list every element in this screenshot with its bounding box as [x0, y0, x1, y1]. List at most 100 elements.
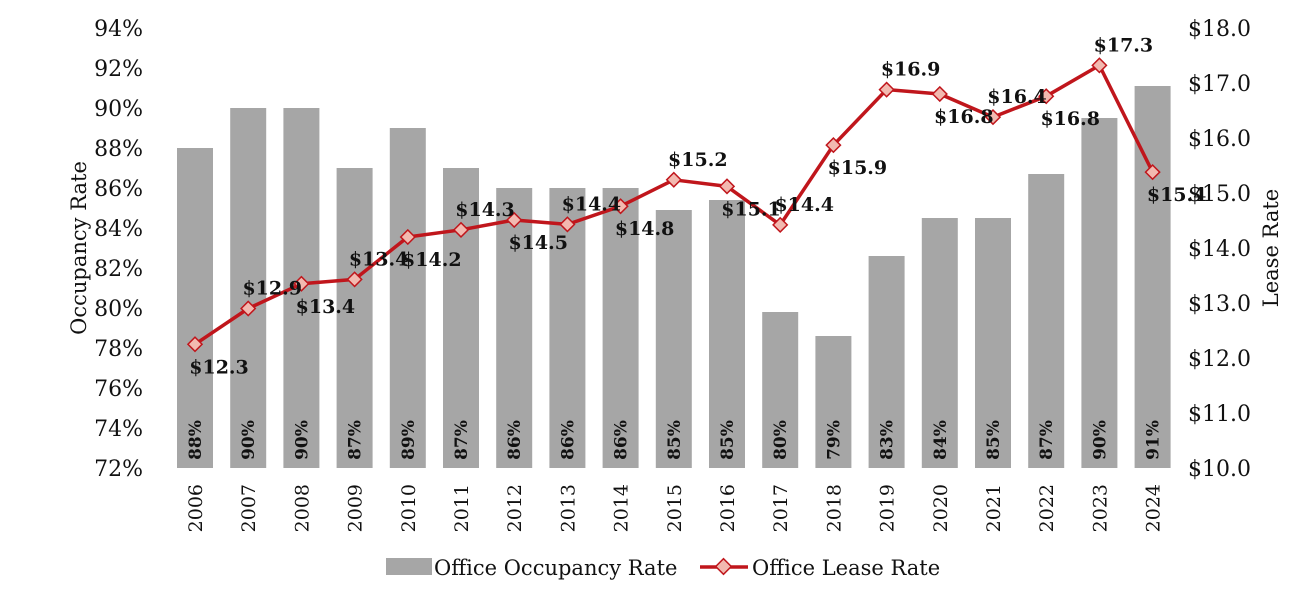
left-y-axis-title: Occupancy Rate — [67, 161, 91, 335]
lease-rate-marker — [452, 221, 470, 238]
lease-rate-marker — [931, 85, 948, 103]
left-y-tick-label: 94% — [94, 17, 143, 42]
lease-rate-label: $17.3 — [1094, 34, 1154, 56]
x-tick-label: 2009 — [345, 484, 367, 532]
right-y-tick-label: $15.0 — [1188, 182, 1251, 207]
occupancy-bar — [1081, 118, 1118, 468]
occupancy-bar-label: 86% — [612, 420, 632, 460]
x-tick-label: 2014 — [611, 484, 633, 532]
lease-rate-line — [186, 57, 1161, 353]
lease-rate-marker — [718, 178, 736, 195]
left-y-tick-label: 74% — [94, 417, 143, 442]
lease-rate-marker — [346, 271, 363, 288]
lease-rate-marker — [1144, 163, 1161, 181]
x-tick-label: 2007 — [238, 484, 260, 532]
x-tick-label: 2024 — [1143, 484, 1165, 532]
x-tick-label: 2015 — [664, 484, 686, 532]
left-y-tick-label: 90% — [94, 97, 143, 122]
occupancy-bar-label: 89% — [399, 420, 419, 460]
right-y-tick-label: $14.0 — [1188, 237, 1251, 262]
occupancy-bar-label: 87% — [1037, 420, 1057, 460]
lease-rate-marker — [240, 300, 257, 317]
x-tick-label: 2017 — [770, 484, 792, 532]
lease-rate-marker — [612, 198, 629, 215]
occupancy-bar-label: 86% — [505, 420, 525, 460]
legend-line-marker — [714, 557, 733, 576]
lease-rate-label: $13.4 — [296, 296, 356, 318]
lease-rate-label: $15.9 — [828, 157, 888, 179]
x-tick-label: 2023 — [1089, 484, 1111, 532]
occupancy-bar-label: 80% — [771, 420, 791, 460]
lease-rate-label: $15.2 — [668, 149, 728, 171]
lease-rate-label: $16.8 — [934, 106, 994, 128]
occupancy-bar — [496, 188, 533, 468]
left-y-tick-label: 86% — [94, 177, 143, 202]
x-axis-ticks: 2006 2007 2008 2009 2010 2011 2012 2013 2014 2015… — [185, 484, 1165, 532]
x-tick-label: 2011 — [451, 484, 473, 532]
legend-occupancy-label: Office Occupancy Rate — [434, 556, 677, 580]
x-tick-label: 2006 — [185, 484, 207, 532]
lease-rate-marker — [665, 171, 682, 188]
lease-rate-label: $14.4 — [774, 194, 834, 216]
x-tick-label: 2012 — [504, 484, 526, 532]
lease-rate-marker — [293, 275, 310, 292]
lease-rate-label: $14.5 — [508, 232, 568, 254]
lease-rate-label: $15.4 — [1147, 184, 1207, 206]
occupancy-bar — [443, 168, 479, 468]
occupancy-bar-label: 85% — [984, 420, 1004, 460]
occupancy-bar-labels: 88% 90% 90% 87% 89% 87% 86% 86% 86% 85% 85% 80% 79% 8… — [186, 420, 1164, 460]
right-y-axis: $10.0 $11.0 $12.0 $13.0 $14.0 $15.0 $16.0 $17.0… — [1188, 17, 1251, 482]
occupancy-bar-label: 91% — [1144, 420, 1164, 460]
x-tick-label: 2022 — [1036, 484, 1058, 532]
occupancy-bar — [177, 148, 213, 468]
occupancy-bar — [1028, 174, 1065, 468]
right-y-tick-label: $16.0 — [1188, 127, 1251, 152]
lease-rate-label: $12.9 — [242, 278, 302, 300]
lease-rate-label: $16.9 — [881, 59, 941, 81]
left-y-tick-label: 84% — [94, 217, 143, 242]
left-y-tick-label: 76% — [94, 377, 143, 402]
lease-rate-marker — [559, 216, 576, 233]
lease-rate-marker — [399, 228, 416, 246]
lease-rate-label: $14.2 — [402, 249, 462, 271]
lease-rate-marker — [506, 211, 523, 229]
lease-rate-label: $14.4 — [562, 193, 622, 215]
left-y-tick-label: 78% — [94, 337, 143, 362]
x-tick-label: 2010 — [398, 484, 420, 532]
occupancy-bar-label: 83% — [878, 420, 898, 460]
lease-rate-marker — [1038, 88, 1055, 105]
right-y-tick-label: $18.0 — [1188, 17, 1251, 42]
occupancy-bar — [868, 256, 905, 468]
x-tick-label: 2021 — [983, 484, 1005, 532]
occupancy-bar-label: 79% — [824, 420, 844, 460]
lease-rate-label: $14.8 — [615, 218, 675, 240]
lease-rate-label: $14.3 — [455, 199, 515, 221]
occupancy-bar — [549, 188, 586, 468]
occupancy-bar — [655, 210, 692, 468]
occupancy-bars — [177, 86, 1171, 468]
lease-rate-marker — [878, 81, 895, 98]
x-tick-label: 2013 — [557, 484, 579, 532]
lease-rate-marker — [825, 137, 842, 154]
occupancy-bar — [230, 108, 267, 468]
occupancy-bar — [815, 336, 852, 468]
occupancy-bar — [389, 128, 426, 468]
right-y-tick-label: $10.0 — [1188, 457, 1251, 482]
x-tick-label: 2020 — [930, 484, 952, 532]
lease-rate-labels: $12.3$12.9$13.4$13.4$14.2$14.3$14.5$14.4… — [189, 34, 1206, 378]
legend-bar-swatch — [386, 558, 432, 575]
occupancy-bar — [336, 168, 373, 468]
lease-rate-marker — [984, 108, 1002, 126]
occupancy-bar-label: 87% — [452, 420, 472, 460]
lease-rate-label: $13.4 — [349, 248, 409, 270]
lease-rate-label: $16.8 — [1040, 108, 1100, 130]
occupancy-bar-label: 90% — [292, 420, 312, 460]
occupancy-bar-label: 90% — [1090, 420, 1110, 460]
occupancy-bar-label: 86% — [558, 420, 578, 460]
lease-rate-label: $15.1 — [721, 198, 781, 220]
occupancy-bar — [709, 200, 745, 468]
left-y-tick-label: 92% — [94, 57, 143, 82]
occupancy-bar-label: 85% — [718, 420, 738, 460]
occupancy-bar — [762, 312, 799, 468]
